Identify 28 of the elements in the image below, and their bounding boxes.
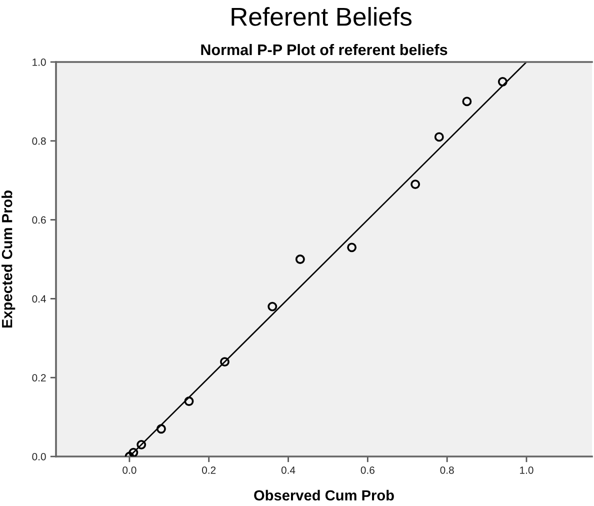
y-tick-label: 0.4	[32, 295, 46, 303]
point	[498, 77, 508, 86]
x-tick-label: 0.4	[281, 466, 296, 474]
point	[347, 242, 357, 252]
point	[128, 448, 138, 456]
y-tick-label: 0.0	[32, 453, 46, 460]
point	[156, 424, 166, 434]
y-tick-label: 1.0	[32, 58, 46, 66]
point	[434, 132, 444, 142]
point	[268, 302, 278, 312]
x-tick-label: 0.0	[122, 466, 136, 474]
x-tick-label: 1.0	[520, 466, 534, 474]
y-tick-label: 0.6	[32, 216, 46, 224]
y-tick-label: 0.8	[32, 137, 46, 145]
x-axis-title: Observed Cum Prob	[254, 490, 394, 501]
y-tick-label: 0.2	[32, 374, 46, 382]
y-axis-title: Expected Cum Prob	[2, 190, 16, 328]
point	[136, 440, 146, 450]
point	[220, 357, 230, 367]
x-tick-label: 0.2	[202, 466, 216, 474]
point	[184, 396, 194, 406]
chart-subtitle: Normal P-P Plot of referent beliefs	[201, 44, 448, 56]
point	[295, 254, 305, 264]
x-tick-label: 0.8	[440, 466, 454, 474]
point	[462, 96, 472, 106]
point	[410, 180, 420, 190]
chart-title: Referent Beliefs	[232, 7, 412, 26]
x-tick-label: 0.6	[360, 466, 374, 474]
